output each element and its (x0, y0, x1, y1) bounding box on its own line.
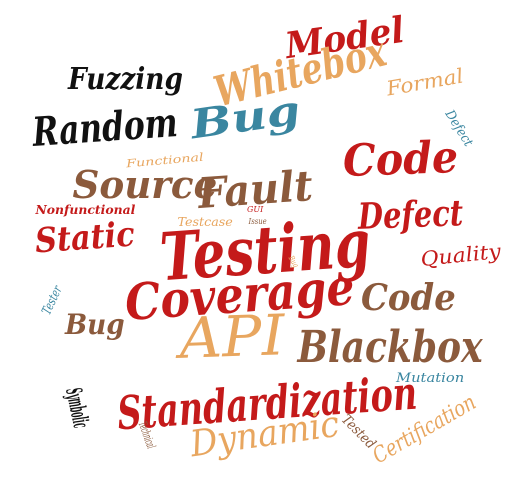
word-static: Static (33, 214, 136, 262)
word-bug: Bug (187, 86, 303, 149)
word-issue: Issue (248, 217, 267, 226)
word-code-2: Code (360, 277, 456, 319)
word-mutation: Mutation (395, 370, 465, 386)
word-formal: Formal (384, 63, 466, 101)
word-bug-3: Bug (64, 308, 125, 341)
word-tester: Tester (38, 283, 66, 317)
word-defect-2: Defect (356, 192, 464, 238)
word-gui: GUI (247, 205, 264, 214)
word-testcase: Testcase (177, 215, 233, 229)
word-blackbox: Blackbox (297, 322, 483, 373)
word-symbolic: Symbolic (60, 385, 94, 431)
word-code: Code (341, 132, 459, 187)
word-quality: Quality (418, 238, 502, 272)
word-source: Source (72, 162, 218, 207)
word-fuzzing: Fuzzing (67, 62, 183, 97)
word-random: Random (30, 98, 180, 157)
word-api: API (178, 303, 286, 372)
word-nonfunctional: Nonfunctional (34, 203, 135, 217)
